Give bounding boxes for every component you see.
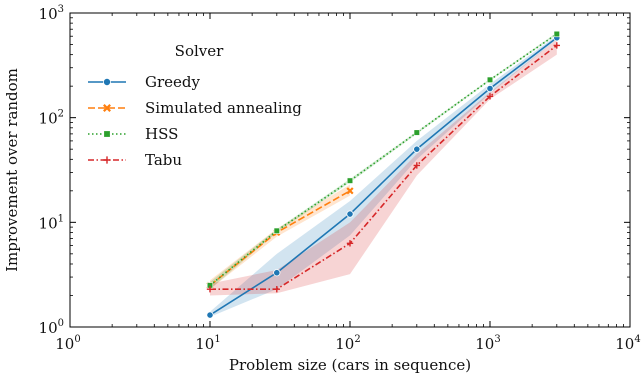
data-point-greedy (206, 311, 214, 319)
legend-marker-hss (103, 130, 111, 138)
legend-marker-greedy (103, 78, 112, 87)
x-tick-label: 102 (335, 334, 360, 353)
legend-title: Solver (175, 42, 224, 60)
x-tick-label: 103 (475, 334, 500, 353)
y-tick-label: 100 (39, 318, 64, 337)
data-point-tabu (273, 285, 280, 293)
data-point-greedy (486, 84, 494, 93)
confidence-bands (210, 32, 557, 317)
legend-label-hss: HSS (145, 125, 178, 143)
data-point-simulated-annealing (346, 187, 354, 195)
ci-band-simulated-annealing (210, 184, 350, 290)
series-line-greedy (209, 37, 558, 316)
data-point-tabu (553, 42, 560, 49)
y-tick-label: 102 (39, 109, 64, 128)
data-point-hss (413, 129, 420, 136)
series-line-hss (209, 33, 558, 286)
legend-marker-tabu (103, 156, 111, 164)
x-tick-label: 104 (615, 334, 640, 353)
x-tick-label: 100 (55, 334, 80, 353)
data-point-hss (486, 76, 494, 83)
data-point-hss (273, 227, 280, 234)
data-point-hss (553, 30, 560, 38)
series-line-tabu (210, 44, 558, 290)
series-markers (206, 30, 561, 319)
y-axis-label: Improvement over random (3, 68, 21, 272)
data-point-greedy (346, 210, 354, 218)
y-tick-label: 103 (39, 4, 64, 23)
data-point-tabu (413, 162, 420, 169)
y-tick-label: 101 (39, 213, 64, 232)
y-axis-ticks: 100 101 102 103 (39, 4, 630, 337)
legend-label-simulated-annealing: Simulated annealing (145, 99, 302, 117)
data-point-hss (346, 177, 354, 184)
ci-band-hss (210, 32, 557, 290)
legend-label-greedy: Greedy (145, 73, 201, 91)
data-point-greedy (413, 145, 421, 153)
x-axis-ticks: 100 101 102 103 104 (55, 13, 641, 353)
data-point-tabu (486, 93, 494, 100)
legend: Solver Greedy Simulated annealing HSS Tabu (88, 42, 302, 169)
legend-marker-simulated-annealing (103, 104, 111, 112)
x-tick-label: 101 (195, 334, 220, 353)
x-axis-label: Problem size (cars in sequence) (229, 356, 471, 374)
data-point-greedy (273, 269, 281, 277)
legend-label-tabu: Tabu (145, 151, 182, 169)
data-point-tabu (346, 240, 354, 247)
data-point-tabu (206, 285, 214, 293)
